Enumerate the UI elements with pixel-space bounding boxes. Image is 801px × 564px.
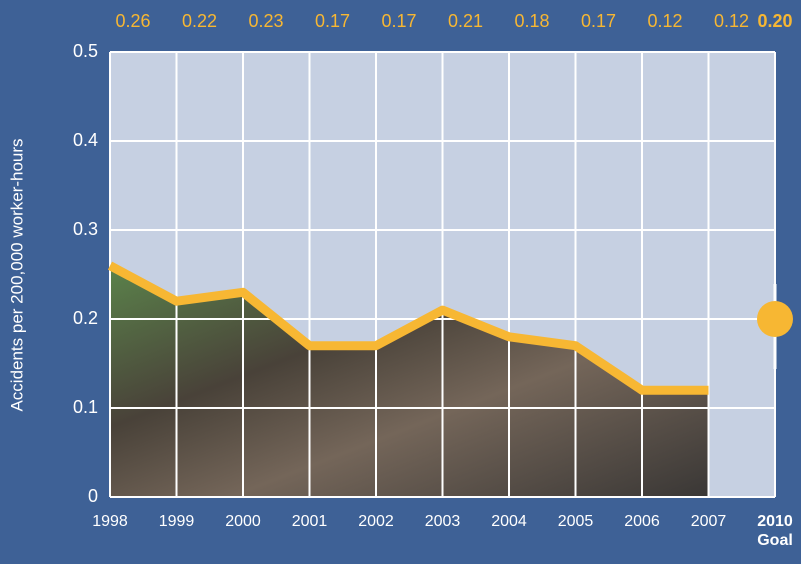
x-tick-label: 2002: [358, 513, 394, 530]
value-label: 0.17: [315, 11, 350, 31]
x-tick-label: 1998: [92, 513, 128, 530]
y-tick-label: 0.1: [73, 397, 98, 417]
y-tick-label: 0: [88, 486, 98, 506]
x-tick-label: 2007: [691, 513, 727, 530]
value-label: 0.12: [714, 11, 749, 31]
x-tick-label: 2004: [491, 513, 527, 530]
goal-value-label: 0.20: [757, 11, 792, 31]
value-label: 0.17: [381, 11, 416, 31]
line: [107, 261, 709, 395]
y-tick-label: 0.2: [73, 308, 98, 328]
x-tick-label: 2000: [225, 513, 261, 530]
goal-category-label: 2010: [757, 513, 793, 530]
y-axis-label: Accidents per 200,000 worker-hours: [7, 138, 26, 411]
value-label: 0.23: [248, 11, 283, 31]
value-label: 0.17: [581, 11, 616, 31]
y-tick-label: 0.4: [73, 130, 98, 150]
x-tick-label: 2003: [425, 513, 461, 530]
goal-sublabel: Goal: [757, 532, 793, 549]
value-label: 0.21: [448, 11, 483, 31]
y-tick-label: 0.5: [73, 41, 98, 61]
goal-point: [757, 301, 793, 337]
x-tick-label: 2001: [292, 513, 328, 530]
y-tick-label: 0.3: [73, 219, 98, 239]
value-label: 0.26: [115, 11, 150, 31]
value-label: 0.12: [647, 11, 682, 31]
value-label: 0.22: [182, 11, 217, 31]
x-tick-label: 2005: [558, 513, 594, 530]
value-label: 0.18: [514, 11, 549, 31]
photo-area: [110, 265, 709, 497]
x-tick-label: 2006: [624, 513, 660, 530]
x-tick-label: 1999: [159, 513, 195, 530]
